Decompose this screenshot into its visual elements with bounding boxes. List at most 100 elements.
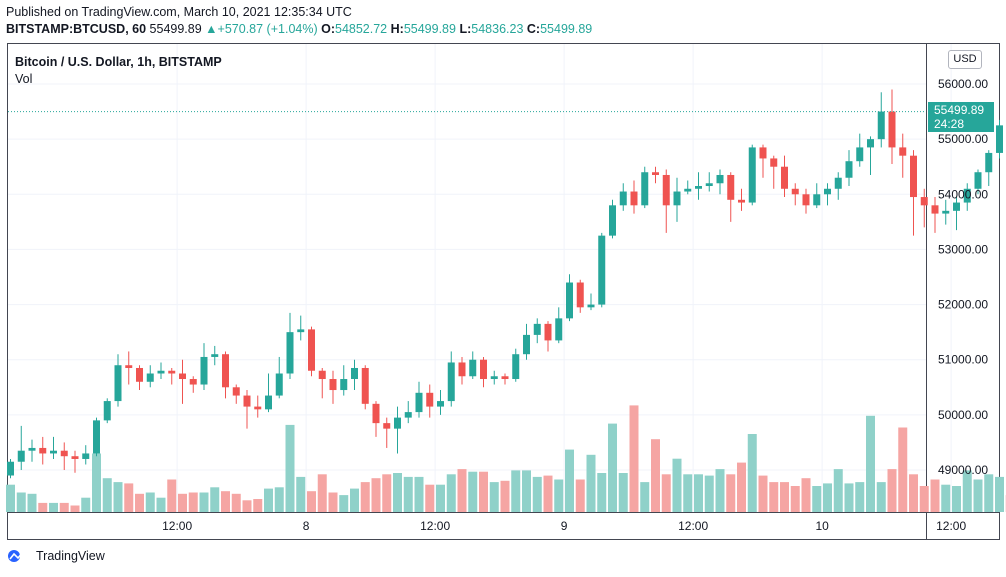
candle-body — [114, 365, 122, 402]
volume-bar — [661, 474, 671, 512]
ohlc-line: BITSTAMP:BTCUSD, 60 55499.89 ▲+570.87 (+… — [6, 22, 592, 36]
volume-bar — [930, 479, 940, 512]
candle-body — [28, 447, 36, 451]
volume-bar — [425, 484, 435, 512]
change-value: +570.87 (+1.04%) — [217, 22, 318, 36]
volume-bar — [651, 439, 660, 512]
candle-body — [50, 450, 57, 454]
candle-body — [157, 370, 165, 374]
open-label: O: — [321, 22, 335, 36]
last-price: 55499.89 — [149, 22, 202, 36]
candle-body — [652, 172, 659, 175]
low-label: L: — [459, 22, 472, 36]
candle-body — [791, 188, 799, 195]
volume-bar — [575, 479, 585, 512]
candle-body — [512, 354, 520, 380]
volume-bar — [393, 473, 402, 512]
candle-body — [705, 183, 713, 187]
candle-body — [555, 318, 563, 341]
candle-body — [437, 401, 444, 407]
volume-bar — [135, 493, 144, 512]
volume-bar — [801, 478, 811, 512]
chart-legend: Bitcoin / U.S. Dollar, 1h, BITSTAMP Vol — [15, 54, 222, 88]
candle-body — [716, 174, 724, 184]
volume-bar — [532, 476, 542, 512]
x-tick-label: 8 — [303, 519, 310, 533]
volume-bar — [962, 470, 972, 512]
volume-bar — [242, 500, 252, 512]
candle-body — [189, 379, 197, 385]
volume-bar — [672, 458, 682, 512]
volume-bar — [70, 505, 80, 512]
volume-bar — [833, 469, 843, 512]
volume-bar — [16, 492, 26, 512]
volume-bar — [360, 482, 370, 512]
candle-body — [17, 450, 25, 462]
candle-body — [82, 453, 90, 459]
x-tick-label: 10 — [815, 519, 829, 533]
volume-bar — [49, 502, 58, 512]
candle-body — [490, 376, 498, 380]
last-price-tag-value: 55499.89 — [934, 103, 985, 117]
volume-bar — [339, 495, 349, 512]
volume-bar — [618, 473, 628, 512]
volume-bar — [328, 492, 338, 512]
candle-body — [834, 177, 842, 189]
volume-bar — [715, 469, 725, 512]
candle-body — [275, 373, 283, 396]
candle-body — [415, 392, 423, 413]
candle-body — [931, 205, 939, 214]
y-tick-label: 56000.00 — [938, 77, 988, 91]
candle-body — [340, 379, 348, 391]
volume-bar — [307, 491, 316, 512]
candle-body — [351, 367, 358, 380]
candle-body — [953, 202, 960, 211]
candle-body — [329, 379, 337, 391]
volume-bar — [586, 454, 596, 512]
candle-body — [942, 210, 950, 214]
candle-body — [619, 191, 627, 206]
footer-brand[interactable]: TradingView — [8, 549, 105, 563]
candle-body — [985, 152, 993, 173]
candle-body — [232, 387, 240, 396]
candle-body — [748, 147, 756, 203]
x-tick-label: 12:00 — [162, 519, 192, 533]
footer-brand-label: TradingView — [36, 549, 105, 563]
volume-bar — [156, 497, 166, 512]
currency-button[interactable]: USD — [948, 50, 982, 69]
volume-bar — [253, 499, 263, 512]
candle-body — [673, 191, 681, 206]
volume-bar — [554, 479, 564, 512]
y-tick-label: 55000.00 — [938, 132, 988, 146]
volume-bar — [489, 482, 499, 512]
volume-bar — [758, 475, 768, 512]
y-tick-label: 54000.00 — [938, 187, 988, 201]
candle-body — [856, 147, 864, 162]
candle-body — [587, 304, 595, 308]
volume-bar — [102, 478, 112, 512]
high-value: 55499.89 — [403, 22, 456, 36]
volume-bar — [199, 492, 209, 512]
published-note: Published on TradingView.com, March 10, … — [6, 5, 352, 19]
candle-body — [372, 403, 380, 424]
candle-body — [641, 172, 649, 206]
volume-bar — [274, 487, 284, 512]
candle-body — [727, 174, 735, 200]
volume-bar — [608, 423, 617, 512]
candle-body — [609, 205, 616, 236]
candle-body — [469, 359, 477, 377]
x-tick-label: 12:00 — [936, 519, 966, 533]
volume-bar — [403, 476, 413, 512]
volume-bar — [479, 471, 488, 512]
candle-body — [974, 172, 982, 189]
candle-body — [576, 282, 584, 308]
candle-body — [222, 354, 229, 388]
candle-body — [200, 356, 208, 385]
volume-bar — [565, 449, 574, 512]
volume-bar — [511, 470, 521, 512]
candle-body — [480, 359, 487, 380]
volume-bar — [124, 483, 134, 512]
candle-body — [394, 417, 401, 429]
candle-body — [684, 188, 692, 192]
